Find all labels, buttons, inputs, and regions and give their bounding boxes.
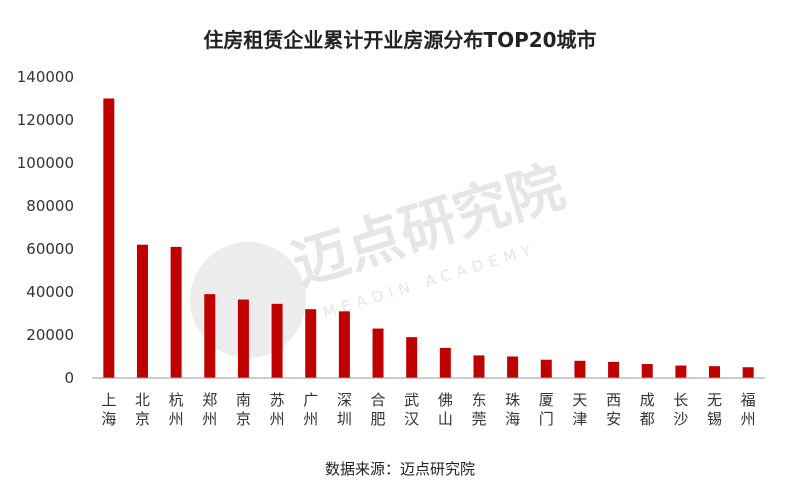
chart-title: 住房租赁企业累计开业房源分布TOP20城市 xyxy=(203,28,597,52)
source-note: 数据来源：迈点研究院 xyxy=(324,460,475,478)
y-tick-label: 100000 xyxy=(17,154,74,172)
x-tick-label: 西安 xyxy=(606,391,621,428)
bars xyxy=(103,98,754,378)
x-tick-label: 成都 xyxy=(640,391,655,428)
y-tick-label: 0 xyxy=(64,369,74,387)
x-tick-label: 厦门 xyxy=(539,391,554,428)
x-tick-label: 广州 xyxy=(303,391,318,428)
bar-成都 xyxy=(641,364,653,378)
bar-福州 xyxy=(742,367,754,378)
bar-长沙 xyxy=(675,365,687,378)
y-tick-label: 140000 xyxy=(17,68,74,86)
x-tick-label: 苏州 xyxy=(270,391,285,428)
y-tick-label: 120000 xyxy=(17,111,74,129)
bar-天津 xyxy=(574,360,586,378)
bar-郑州 xyxy=(204,294,216,378)
x-tick-label: 长沙 xyxy=(673,391,688,428)
x-tick-label: 合肥 xyxy=(371,391,386,428)
x-tick-label: 郑州 xyxy=(202,391,217,428)
bar-广州 xyxy=(305,309,317,378)
bar-深圳 xyxy=(338,311,350,378)
bar-南京 xyxy=(237,299,249,378)
bar-上海 xyxy=(103,98,115,378)
x-tick-label: 珠海 xyxy=(505,391,520,428)
bar-杭州 xyxy=(170,246,182,378)
y-tick-label: 60000 xyxy=(26,240,74,258)
y-tick-label: 20000 xyxy=(26,326,74,344)
bar-武汉 xyxy=(406,337,418,378)
bar-合肥 xyxy=(372,328,384,378)
bar-佛山 xyxy=(439,347,451,378)
x-tick-label: 上海 xyxy=(101,391,116,428)
bar-厦门 xyxy=(540,359,552,378)
x-tick-label: 佛山 xyxy=(438,391,453,428)
bar-北京 xyxy=(136,244,148,378)
y-axis: 0 20000 40000 60000 80000 100000 120000 140000 xyxy=(17,68,74,387)
x-tick-label: 天津 xyxy=(572,391,587,428)
x-tick-label: 武汉 xyxy=(404,391,419,428)
x-tick-label: 南京 xyxy=(236,391,251,428)
x-tick-label: 北京 xyxy=(135,391,150,428)
bar-苏州 xyxy=(271,303,283,378)
y-tick-label: 80000 xyxy=(26,197,74,215)
bar-无锡 xyxy=(709,366,721,378)
y-tick-label: 40000 xyxy=(26,283,74,301)
bar-西安 xyxy=(608,361,620,378)
bar-珠海 xyxy=(507,356,519,378)
x-tick-label: 东莞 xyxy=(471,391,486,428)
bar-东莞 xyxy=(473,355,485,378)
x-tick-label: 福州 xyxy=(741,391,756,428)
x-tick-label: 无锡 xyxy=(707,391,722,428)
x-tick-label: 杭州 xyxy=(169,391,184,428)
x-tick-label: 深圳 xyxy=(337,391,352,428)
